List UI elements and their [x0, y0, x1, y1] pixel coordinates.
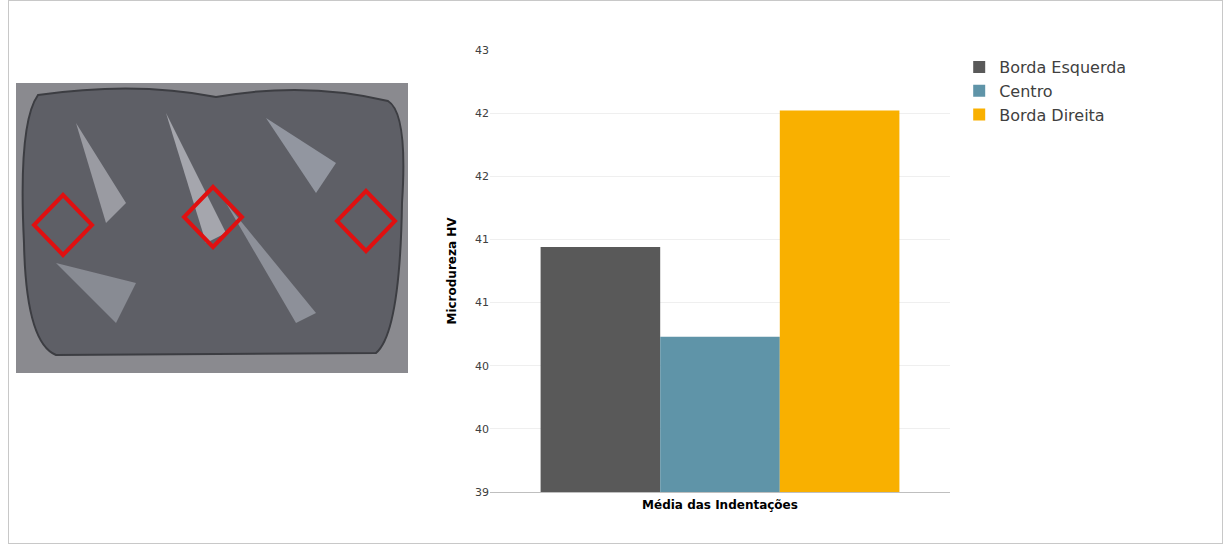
- svg-text:42: 42: [475, 107, 489, 120]
- svg-text:41: 41: [475, 233, 489, 246]
- svg-text:Borda Direita: Borda Direita: [999, 106, 1104, 125]
- svg-text:40: 40: [475, 360, 489, 373]
- svg-text:Borda Esquerda: Borda Esquerda: [999, 58, 1126, 77]
- svg-text:Centro: Centro: [999, 82, 1052, 101]
- svg-text:40: 40: [475, 423, 489, 436]
- svg-text:41: 41: [475, 296, 489, 309]
- svg-text:39: 39: [475, 486, 489, 499]
- svg-text:Microdureza HV: Microdureza HV: [445, 217, 459, 325]
- svg-text:42: 42: [475, 170, 489, 183]
- svg-text:Média das Indentações: Média das Indentações: [642, 498, 798, 512]
- svg-text:43: 43: [475, 44, 489, 57]
